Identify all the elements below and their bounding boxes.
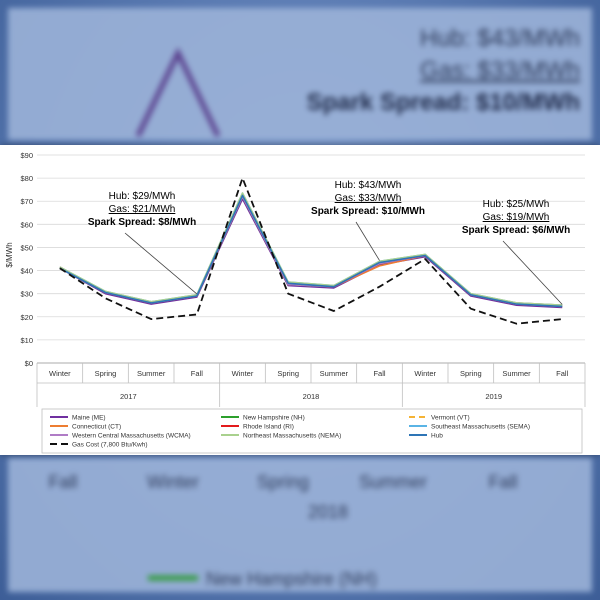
x-tick-label: Fall [373,369,385,378]
legend: Maine (ME) New Hampshire (NH) Vermont (VT)… [41,408,583,454]
series-line [59,198,563,309]
x-tick-label: Spring [277,369,299,378]
annotation-gas: Gas: $33/MWh [335,193,402,204]
annotation-leader [124,232,198,295]
series-group [59,177,563,325]
x-tick-label: Spring [460,369,482,378]
annotation-spread: Spark Spread: $6/MWh [462,225,570,236]
background-bottom-zoom: Fall Winter Spring Summer Fall 2018 New … [8,458,592,592]
series-line [59,192,563,306]
x-tick-label: Fall [191,369,203,378]
legend-label: Vermont (VT) [431,415,470,422]
y-tick-label: $70 [20,197,33,206]
line-chart: $0 $10 $20 $30 $40 $50 $60 $70 $80 $90 $/MWh Wint… [5,151,586,454]
y-tick-label: $20 [20,313,33,322]
annotation-spread: Spark Spread: $8/MWh [88,217,196,228]
bg-cat-1: Winter [147,472,199,492]
x-tick-label: Winter [49,369,71,378]
bg-legend-text: New Hampshire (NH) [206,569,377,589]
series-line [59,194,563,308]
annotation-gas: Gas: $19/MWh [483,212,550,223]
bg-year: 2018 [308,502,348,522]
annotation-leader [355,221,380,261]
background-top-zoom: Hub: $43/MWh Gas: $33/MWh Spark Spread: … [8,8,592,140]
x-tick-label: Fall [556,369,568,378]
x-tick-label: Summer [320,369,349,378]
legend-label: New Hampshire (NH) [243,415,305,422]
legend-label: Southeast Massachusetts (SEMA) [431,424,530,431]
legend-label: Maine (ME) [72,415,106,422]
bg-gas-text: Gas: $33/MWh [420,57,580,84]
bg-cat-4: Fall [488,472,517,492]
chart-card: $0 $10 $20 $30 $40 $50 $60 $70 $80 $90 $/MWh Wint… [0,145,600,455]
legend-label: Northeast Massachusetts (NEMA) [243,433,341,440]
bg-peak-line [135,47,221,138]
y-tick-label: $50 [20,243,33,252]
annotation-gas: Gas: $21/MWh [109,204,176,215]
annotation-hub: Hub: $43/MWh [335,180,402,191]
grid [37,154,585,364]
series-line [59,177,563,325]
x-tick-label: Spring [95,369,117,378]
annotation-leader [502,240,563,305]
year-label: 2018 [303,392,320,401]
bg-hub-text: Hub: $43/MWh [420,25,580,52]
legend-label: Gas Cost (7,800 Btu/Kwh) [72,442,148,449]
y-tick-label: $0 [25,359,33,368]
y-axis-label: $/MWh [5,242,14,267]
annotation-spread: Spark Spread: $10/MWh [311,206,425,217]
annotation-hub: Hub: $29/MWh [109,191,176,202]
x-tick-label: Winter [232,369,254,378]
x-axis: Winter Spring Summer Fall Winter Spring Summer… [36,362,586,407]
y-tick-label: $90 [20,151,33,160]
legend-label: Western Central Massachusetts (WCMA) [72,433,191,440]
legend-label: Rhode Island (RI) [243,424,294,431]
year-label: 2019 [485,392,502,401]
year-label: 2017 [120,392,137,401]
bg-cat-3: Summer [359,472,427,492]
bg-cat-0: Fall [48,472,77,492]
y-tick-label: $10 [20,336,33,345]
bg-spread-text: Spark Spread: $10/MWh [307,89,580,116]
x-tick-label: Summer [502,369,531,378]
x-tick-label: Summer [137,369,166,378]
y-axis: $0 $10 $20 $30 $40 $50 $60 $70 $80 $90 [20,151,33,368]
annotations: Hub: $29/MWh Gas: $21/MWh Spark Spread: $8… [88,180,570,305]
legend-box [41,408,583,454]
y-tick-label: $60 [20,220,33,229]
y-tick-label: $30 [20,290,33,299]
bg-cat-2: Spring [257,472,309,492]
annotation-hub: Hub: $25/MWh [483,199,550,210]
legend-label: Hub [431,433,443,440]
y-tick-label: $40 [20,267,33,276]
legend-label: Connecticut (CT) [72,424,121,431]
y-tick-label: $80 [20,174,33,183]
x-tick-label: Winter [414,369,436,378]
